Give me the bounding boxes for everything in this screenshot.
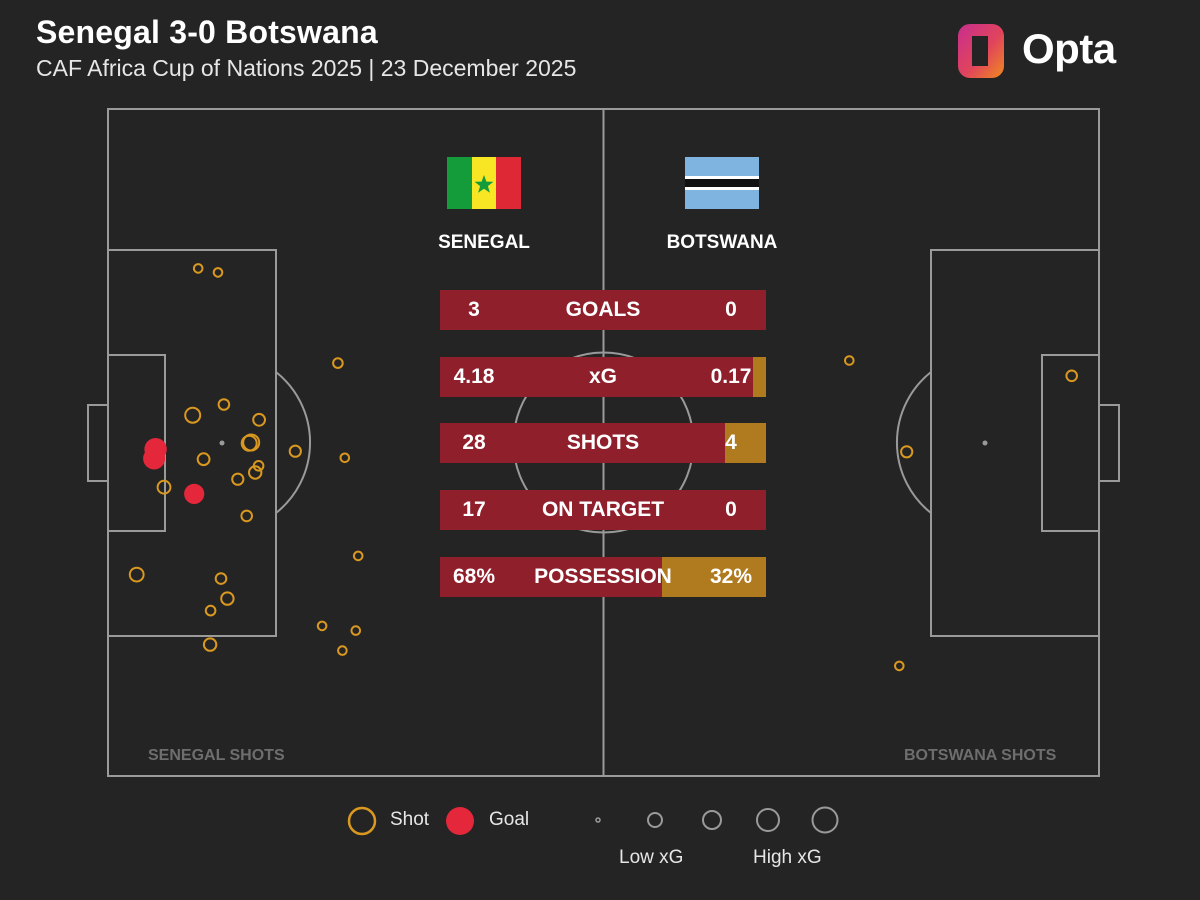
chart-title: Senegal 3-0 Botswana bbox=[36, 14, 378, 50]
shot-marker bbox=[202, 637, 218, 652]
home-stat-value: 17 bbox=[462, 498, 486, 521]
botswana-flag bbox=[685, 157, 759, 209]
goal-marker bbox=[143, 447, 166, 470]
stat-row-possession: 68% POSSESSION 32% bbox=[440, 557, 766, 597]
shot-marker bbox=[844, 355, 855, 366]
stat-row-on-target: 17 ON TARGET 0 bbox=[440, 490, 766, 530]
away-stat-value: 0.17 bbox=[710, 365, 752, 388]
away-stat-value: 4 bbox=[725, 431, 737, 454]
stat-label: ON TARGET bbox=[541, 498, 665, 521]
legend-goal-label: Goal bbox=[489, 809, 530, 830]
right-goal bbox=[1098, 404, 1120, 482]
shot-marker bbox=[350, 625, 362, 636]
right-penalty-arc bbox=[896, 371, 932, 514]
shot-marker bbox=[240, 509, 253, 523]
away-share-bar bbox=[753, 357, 766, 397]
shot-marker bbox=[192, 263, 204, 274]
stat-row-shots: 28 SHOTS 4 bbox=[440, 423, 766, 463]
stat-label: xG bbox=[588, 365, 617, 388]
away-shots-label: BOTSWANA SHOTS bbox=[904, 747, 1057, 764]
shot-marker bbox=[316, 620, 328, 632]
away-team-name: BOTSWANA bbox=[666, 232, 778, 253]
away-stat-value: 0 bbox=[725, 498, 737, 521]
shot-marker bbox=[231, 472, 245, 486]
legend-shot-marker bbox=[347, 806, 377, 836]
shot-marker bbox=[156, 479, 172, 495]
shot-marker bbox=[288, 444, 302, 458]
shot-marker bbox=[894, 660, 905, 672]
shot-marker bbox=[212, 267, 224, 278]
stat-label: POSSESSION bbox=[534, 565, 672, 588]
left-goal bbox=[87, 404, 109, 482]
home-stat-value: 4.18 bbox=[453, 365, 495, 388]
shot-marker bbox=[204, 604, 217, 617]
left-penalty-box bbox=[107, 249, 277, 637]
shot-marker bbox=[128, 566, 145, 583]
shot-marker bbox=[196, 452, 211, 467]
stat-row-goals: 3 GOALS 0 bbox=[440, 290, 766, 330]
legend-xg-size-4 bbox=[756, 808, 780, 832]
home-team-name: SENEGAL bbox=[438, 232, 530, 253]
away-share-bar bbox=[725, 423, 766, 463]
opta-logo-icon bbox=[958, 24, 1004, 78]
left-penalty-arc bbox=[275, 371, 311, 514]
home-stat-value: 68% bbox=[452, 565, 496, 588]
senegal-flag bbox=[447, 157, 521, 209]
home-shots-label: SENEGAL SHOTS bbox=[148, 747, 285, 764]
legend-xg-size-5 bbox=[811, 806, 839, 834]
legend-high-xg-label: High xG bbox=[753, 847, 822, 868]
legend-shot-label: Shot bbox=[390, 809, 430, 830]
shots-layer bbox=[128, 263, 1078, 672]
shot-marker bbox=[220, 591, 235, 606]
legend-xg-size-1 bbox=[595, 817, 601, 823]
brand-name: Opta bbox=[1022, 25, 1116, 72]
legend bbox=[347, 806, 839, 836]
shot-marker bbox=[339, 452, 351, 464]
shot-marker bbox=[214, 572, 228, 585]
shot-marker bbox=[1065, 369, 1078, 383]
legend-goal-marker bbox=[446, 807, 474, 835]
legend-low-xg-label: Low xG bbox=[619, 847, 684, 868]
right-penalty-box bbox=[930, 249, 1100, 637]
shot-marker bbox=[217, 398, 231, 411]
away-stat-value: 0 bbox=[725, 298, 737, 321]
legend-xg-size-3 bbox=[702, 810, 722, 830]
shot-marker bbox=[248, 465, 263, 480]
goal-marker bbox=[184, 483, 205, 504]
shot-marker bbox=[240, 434, 258, 452]
shot-marker bbox=[252, 412, 267, 427]
left-penalty-spot bbox=[219, 440, 225, 446]
shot-marker bbox=[184, 406, 202, 424]
stat-row-xg: 4.18 xG 0.17 bbox=[440, 357, 766, 397]
right-penalty-spot bbox=[982, 440, 988, 446]
away-share-bar bbox=[661, 557, 766, 597]
away-stat-value: 32% bbox=[709, 565, 753, 588]
stat-label: GOALS bbox=[565, 298, 641, 321]
chart-subtitle: CAF Africa Cup of Nations 2025 | 23 Dece… bbox=[36, 55, 577, 81]
shot-marker bbox=[352, 550, 364, 562]
home-stat-value: 3 bbox=[468, 298, 480, 321]
shot-marker bbox=[900, 445, 914, 459]
shot-marker bbox=[337, 645, 348, 656]
stat-label: SHOTS bbox=[566, 431, 640, 454]
shot-marker bbox=[332, 357, 344, 369]
home-stat-value: 28 bbox=[462, 431, 486, 454]
legend-xg-size-2 bbox=[647, 812, 663, 828]
